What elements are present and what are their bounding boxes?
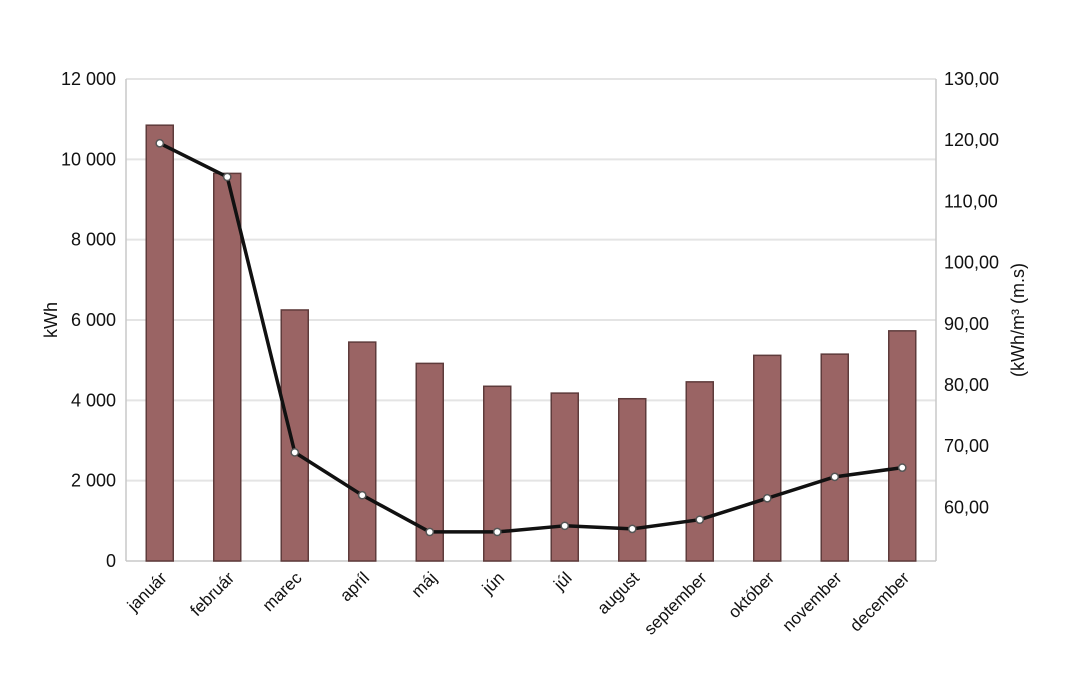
y-right-tick-label: 130,00 — [944, 69, 999, 89]
bar-október — [753, 354, 782, 562]
left-axis-ticks: 0 2 000 4 000 6 000 8 000 10 000 12 000 — [61, 69, 116, 571]
x-tick-label: apríl — [336, 568, 373, 605]
y-axis-left-title: kWh — [41, 302, 61, 338]
x-axis-labels: január február marec apríl máj jún júl augustse… — [123, 568, 913, 639]
bar-december — [888, 330, 917, 562]
y-right-tick-label: 80,00 — [944, 375, 989, 395]
line-path — [158, 141, 903, 534]
line-point-december — [897, 463, 907, 473]
y-left-tick-label: 2 000 — [71, 471, 116, 491]
right-axis-ticks: 60,00 70,00 80,00 90,00 100,00 110,00 120,00 13… — [944, 69, 999, 517]
y-left-tick-label: 8 000 — [71, 230, 116, 250]
y-right-tick-label: 110,00 — [944, 191, 998, 211]
x-tick-label: máj — [408, 568, 441, 601]
line-point-apríl — [357, 490, 367, 500]
x-tick-label: február — [187, 568, 239, 620]
bar-series — [145, 124, 917, 562]
y-right-tick-label: 120,00 — [944, 130, 999, 150]
y-left-tick-label: 6 000 — [71, 310, 116, 330]
bar-január — [145, 124, 174, 562]
y-left-tick-label: 0 — [106, 551, 116, 571]
y-left-tick-label: 4 000 — [71, 390, 116, 410]
y-left-tick-label: 12 000 — [61, 69, 116, 89]
gridlines — [126, 78, 936, 482]
line-point-august — [627, 524, 637, 534]
line-point-február — [222, 172, 232, 182]
x-tick-label: september — [640, 568, 710, 638]
x-tick-label: jún — [478, 568, 508, 598]
bar-júl — [550, 392, 579, 562]
bar-november — [820, 353, 849, 562]
bar-február — [213, 172, 242, 562]
bar-august — [618, 397, 647, 562]
line-point-január — [155, 138, 165, 148]
y-right-tick-label: 100,00 — [944, 253, 999, 273]
bar-september — [685, 381, 714, 562]
bar-apríl — [348, 341, 377, 562]
bar-marec — [280, 309, 309, 562]
x-tick-label: júl — [549, 568, 575, 594]
y-left-tick-label: 10 000 — [61, 149, 116, 169]
line-point-jún — [492, 527, 502, 537]
line-point-október — [762, 493, 772, 503]
x-tick-label: august — [594, 568, 644, 618]
y-right-tick-label: 90,00 — [944, 314, 989, 334]
line-point-júl — [560, 521, 570, 531]
y-right-tick-label: 60,00 — [944, 497, 989, 517]
axes — [125, 79, 937, 562]
x-tick-label: marec — [259, 568, 306, 615]
x-tick-label: január — [123, 568, 171, 616]
line-point-máj — [425, 527, 435, 537]
x-tick-label: november — [779, 568, 846, 635]
line-point-september — [695, 515, 705, 525]
x-tick-label: december — [846, 568, 913, 635]
line-point-november — [830, 472, 840, 482]
line-point-marec — [290, 448, 300, 457]
line-series — [155, 138, 907, 537]
y-axis-right-title: (kWh/m³ (m.s) — [1008, 263, 1028, 377]
y-right-tick-label: 70,00 — [944, 436, 989, 456]
x-tick-label: október — [725, 568, 779, 622]
